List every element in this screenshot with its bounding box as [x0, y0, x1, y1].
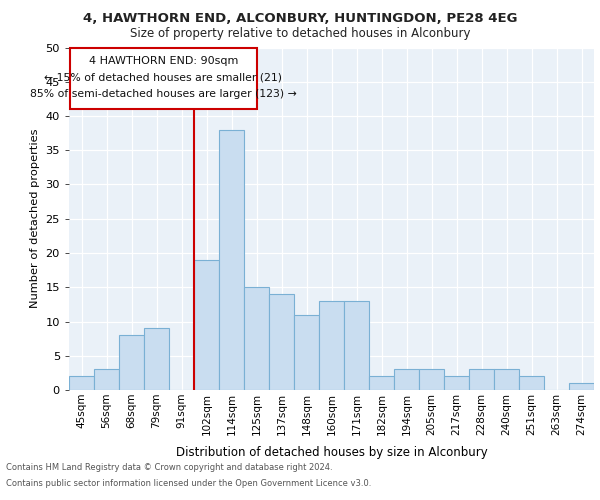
- Bar: [194, 260, 219, 390]
- Text: ← 15% of detached houses are smaller (21): ← 15% of detached houses are smaller (21…: [44, 73, 283, 83]
- FancyBboxPatch shape: [70, 48, 257, 109]
- Bar: [94, 370, 119, 390]
- Bar: [269, 294, 294, 390]
- Bar: [294, 314, 319, 390]
- Text: 85% of semi-detached houses are larger (123) →: 85% of semi-detached houses are larger (…: [30, 88, 297, 99]
- Bar: [419, 370, 444, 390]
- Bar: [244, 287, 269, 390]
- Bar: [369, 376, 394, 390]
- Text: Contains public sector information licensed under the Open Government Licence v3: Contains public sector information licen…: [6, 478, 371, 488]
- Text: 4 HAWTHORN END: 90sqm: 4 HAWTHORN END: 90sqm: [89, 56, 238, 66]
- Bar: [569, 383, 594, 390]
- Bar: [144, 328, 169, 390]
- Text: 4, HAWTHORN END, ALCONBURY, HUNTINGDON, PE28 4EG: 4, HAWTHORN END, ALCONBURY, HUNTINGDON, …: [83, 12, 517, 26]
- Bar: [494, 370, 519, 390]
- Text: Contains HM Land Registry data © Crown copyright and database right 2024.: Contains HM Land Registry data © Crown c…: [6, 464, 332, 472]
- Bar: [344, 301, 369, 390]
- Bar: [219, 130, 244, 390]
- X-axis label: Distribution of detached houses by size in Alconbury: Distribution of detached houses by size …: [176, 446, 487, 459]
- Bar: [519, 376, 544, 390]
- Y-axis label: Number of detached properties: Number of detached properties: [30, 129, 40, 308]
- Bar: [69, 376, 94, 390]
- Bar: [469, 370, 494, 390]
- Bar: [444, 376, 469, 390]
- Bar: [119, 335, 144, 390]
- Text: Size of property relative to detached houses in Alconbury: Size of property relative to detached ho…: [130, 28, 470, 40]
- Bar: [394, 370, 419, 390]
- Bar: [319, 301, 344, 390]
